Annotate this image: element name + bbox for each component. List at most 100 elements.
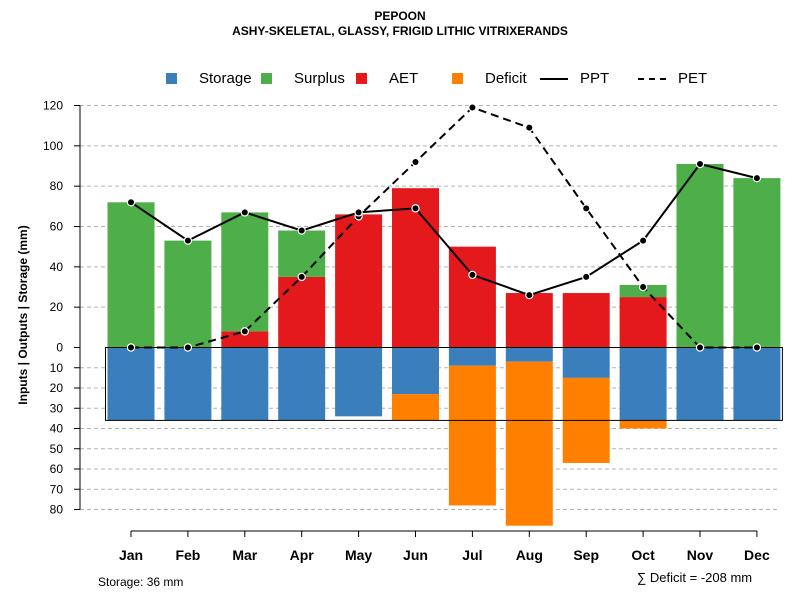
storage-capacity-frame [105, 347, 783, 421]
aet-bar [278, 276, 326, 348]
surplus-bar [733, 178, 781, 348]
x-tick-label: Mar [232, 547, 257, 563]
legend-aet-label: AET [389, 70, 419, 87]
y-tick-label: 50 [50, 442, 64, 456]
ppt-point [240, 208, 249, 217]
storage-bar [221, 347, 269, 421]
y-tick-label: 60 [50, 462, 64, 476]
y-tick-label: 20 [50, 300, 64, 314]
legend-storage-label: Storage [199, 70, 252, 87]
pet-point [752, 343, 762, 352]
deficit-bar [448, 365, 496, 506]
storage-frame-layer [105, 347, 783, 421]
pet-point [411, 157, 420, 167]
aet-swatch [356, 73, 367, 84]
y-tick-label: 120 [43, 99, 63, 113]
ppt-point [354, 208, 363, 217]
aet-bar [619, 297, 667, 348]
axes: 0 20 40 60 80 100 120 10 20 30 40 50 60 70 80 Jan Feb Mar… [43, 99, 770, 564]
chart-title: PEPOON [374, 9, 426, 23]
ppt-point [695, 159, 705, 169]
y-tick-label: 40 [50, 422, 64, 436]
pet-line [131, 106, 757, 349]
storage-bar [448, 347, 496, 366]
x-tick-label: Oct [631, 547, 655, 563]
x-tick-label: Nov [687, 547, 714, 563]
y-tick-label: 30 [50, 401, 64, 415]
deficit-swatch [452, 73, 463, 84]
y-tick-label: 70 [50, 482, 64, 496]
legend-pet: PET [638, 70, 707, 87]
x-tick-label: Sep [573, 547, 599, 563]
ppt-point [468, 270, 477, 280]
ppt-point [582, 272, 591, 282]
aet-bar [562, 293, 610, 348]
y-tick-label: 10 [50, 361, 64, 375]
ppt-point [525, 290, 534, 300]
pet-point [183, 343, 193, 352]
ppt-point [183, 236, 193, 245]
storage-bar [676, 347, 724, 421]
ppt-point [752, 173, 762, 183]
ppt-line-sample [540, 77, 568, 80]
aet-bar [448, 246, 496, 348]
y-axis-label: Inputs | Outputs | Storage (mm) [16, 225, 30, 404]
legend-deficit-label: Deficit [485, 70, 527, 87]
storage-bar [562, 347, 610, 378]
y-tick-label: 80 [50, 179, 64, 193]
legend-aet: AET [356, 70, 418, 87]
chart-subtitle: ASHY-SKELETAL, GLASSY, FRIGID LITHIC VIT… [232, 24, 568, 38]
storage-bar [278, 347, 326, 421]
storage-bar [733, 347, 781, 421]
surplus-bar [164, 240, 212, 348]
surplus-bar [107, 202, 155, 348]
x-tick-label: Jan [119, 547, 143, 563]
pet-point [240, 327, 249, 336]
x-tick-label: Jun [403, 547, 428, 563]
x-tick-label: Dec [744, 547, 770, 563]
surplus-bar [221, 212, 269, 332]
storage-swatch [166, 73, 177, 84]
y-tick-label: 20 [50, 381, 64, 395]
aet-bar [221, 331, 269, 348]
storage-bar [619, 347, 667, 421]
storage-bar [392, 347, 439, 395]
aet-bar [335, 214, 383, 348]
storage-note: Storage: 36 mm [98, 575, 184, 589]
storage-bar [335, 347, 383, 417]
legend-surplus: Surplus [261, 70, 345, 87]
storage-bar [164, 347, 212, 421]
pet-point [695, 343, 705, 352]
storage-bar [107, 347, 155, 421]
ppt-point [638, 236, 648, 245]
deficit-bar [505, 361, 553, 526]
pet-point [525, 123, 534, 132]
legend-deficit: Deficit [452, 70, 527, 87]
ppt-point [126, 198, 136, 207]
ppt-point [297, 226, 306, 235]
y-tick-label: 40 [50, 260, 64, 274]
deficit-note: ∑ Deficit = -208 mm [637, 570, 753, 585]
pet-point [468, 103, 477, 112]
aet-bar [505, 293, 553, 348]
storage-bar [505, 347, 553, 362]
x-tick-label: May [345, 547, 372, 563]
legend-storage: Storage [166, 70, 252, 87]
pet-point [638, 282, 648, 292]
x-tick-label: Feb [175, 547, 200, 563]
surplus-swatch [261, 73, 272, 84]
y-tick-label: 80 [50, 503, 64, 517]
surplus-bar [278, 230, 326, 277]
pet-point [126, 343, 136, 352]
legend-ppt: PPT [540, 70, 609, 87]
pet-line-sample [638, 77, 666, 80]
x-tick-label: Jul [462, 547, 482, 563]
x-tick-label: Aug [516, 547, 543, 563]
series-lines [126, 103, 762, 352]
bars [107, 163, 781, 526]
deficit-bar [392, 394, 439, 421]
legend-surplus-label: Surplus [294, 70, 345, 87]
pet-point [297, 272, 306, 282]
legend-pet-label: PET [678, 70, 708, 87]
